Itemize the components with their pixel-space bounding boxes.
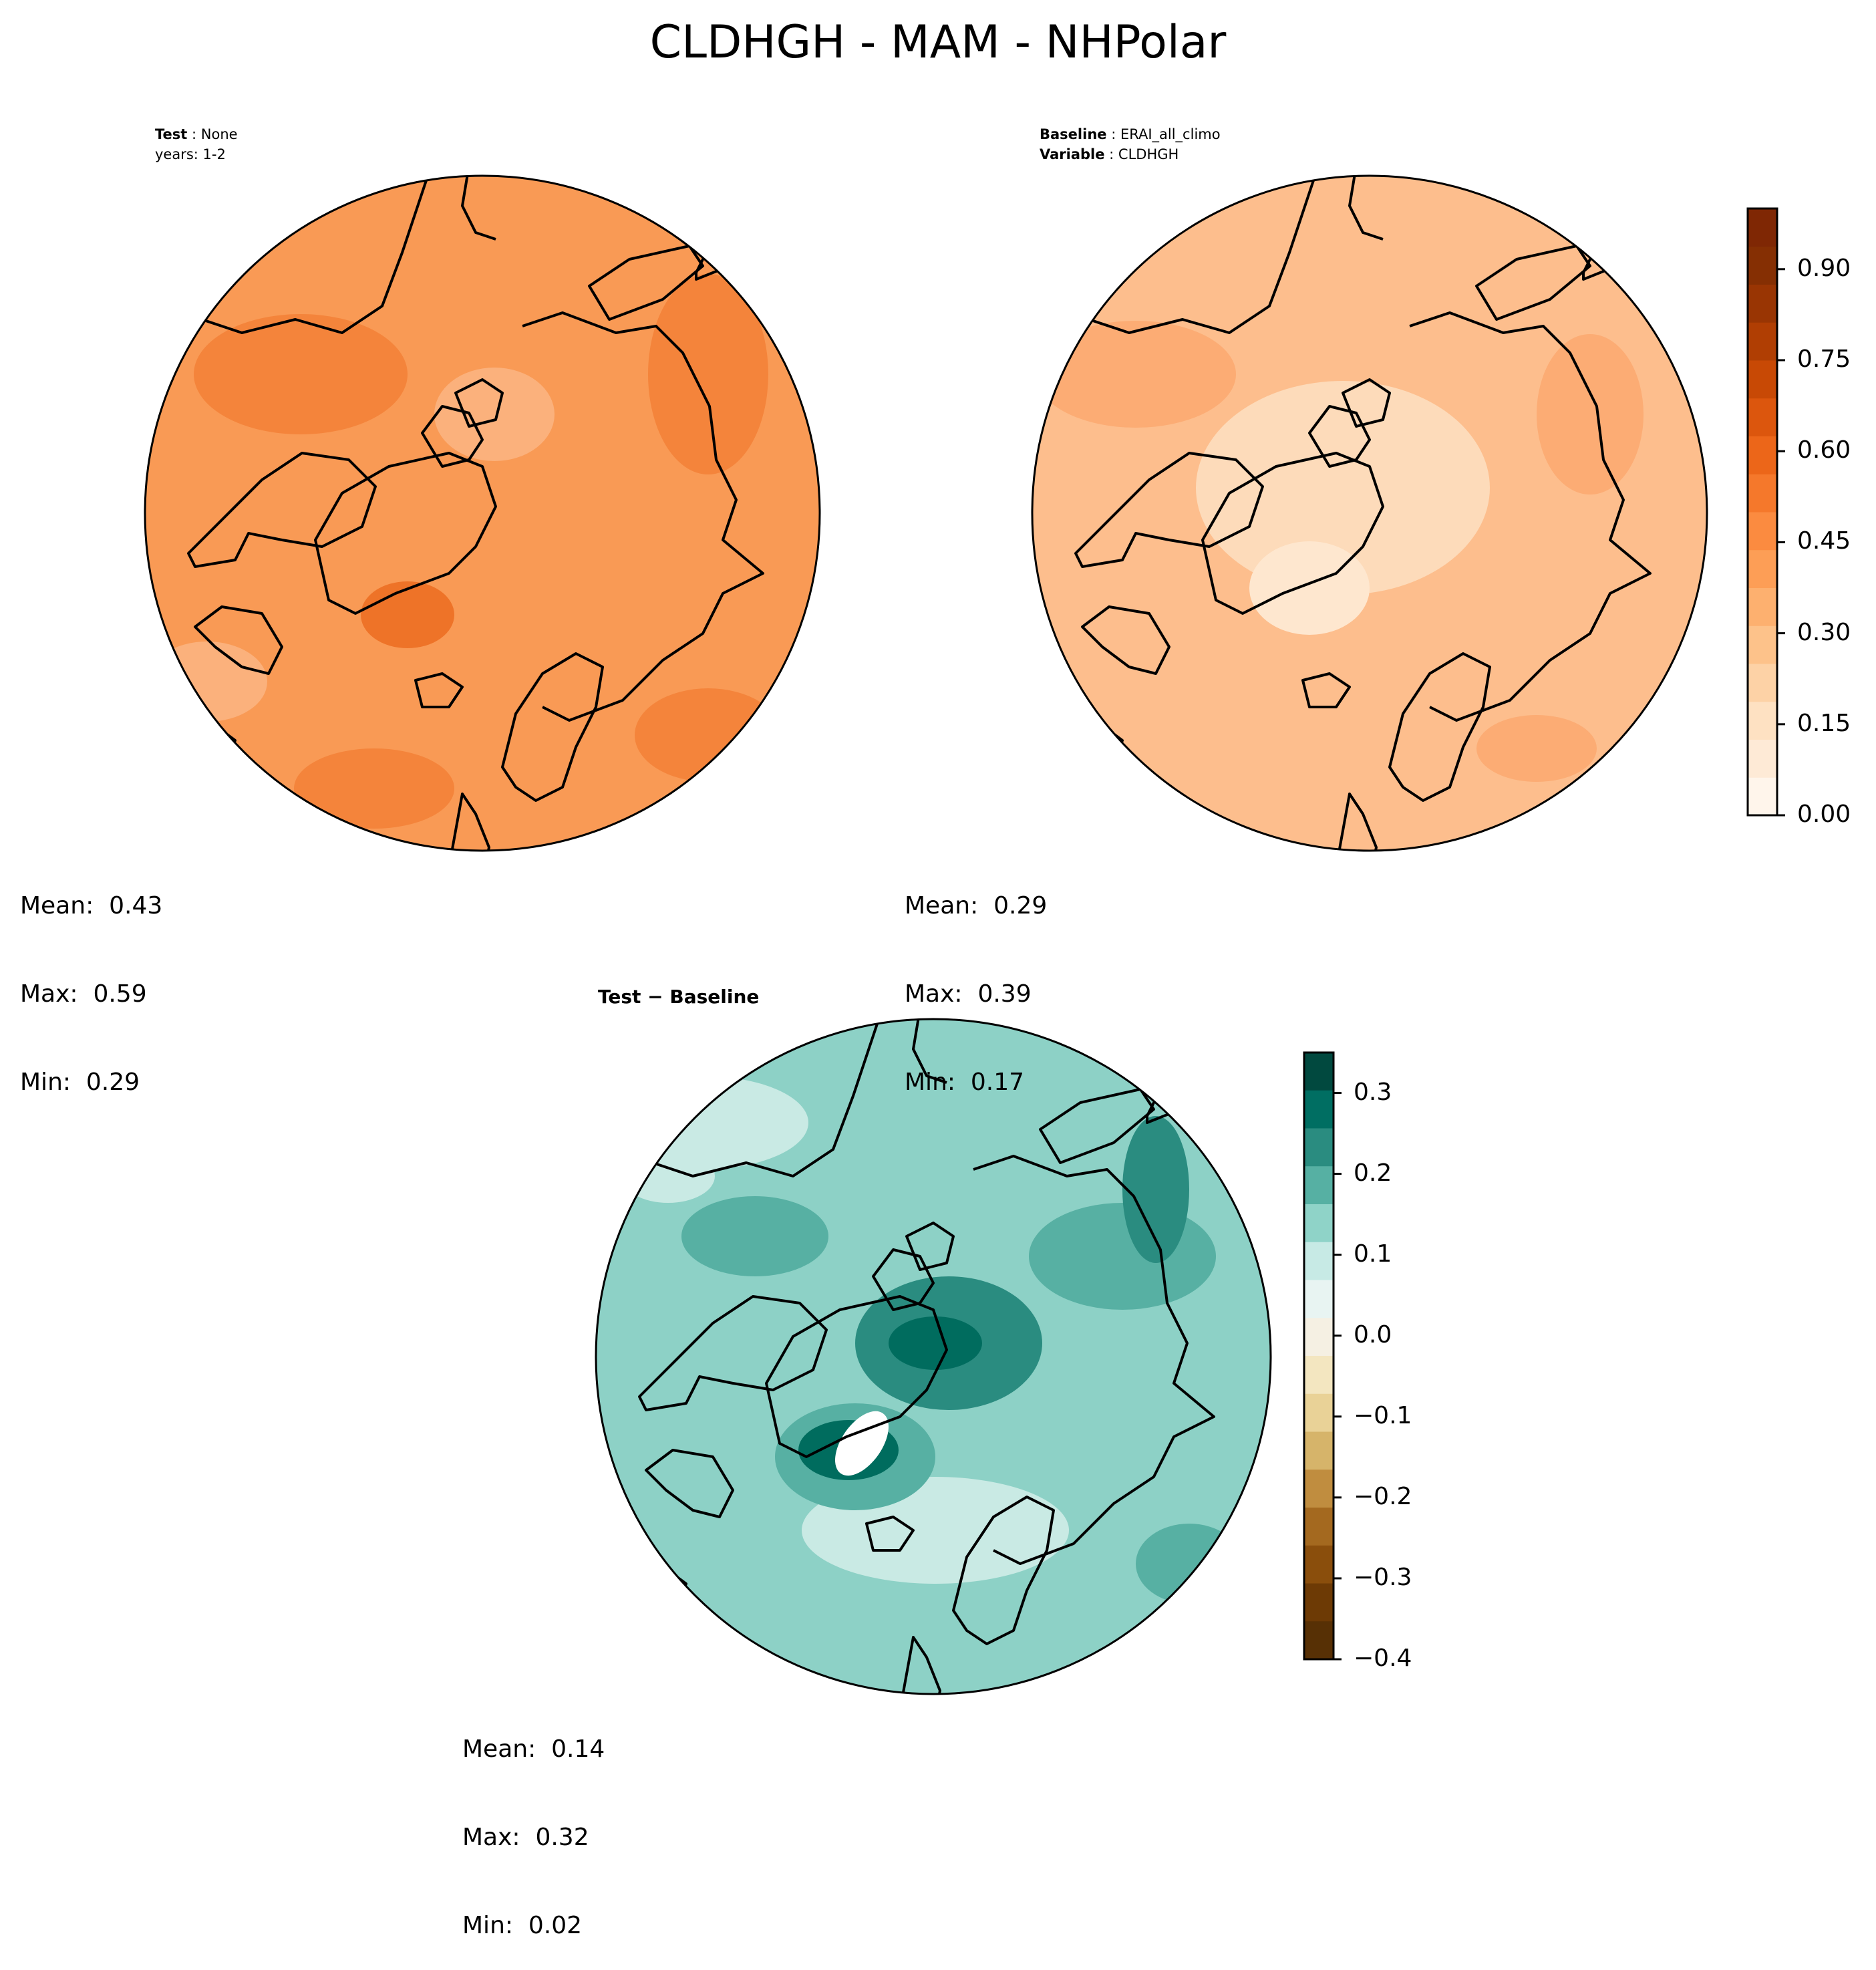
- colorbar-swatch: [1748, 587, 1777, 626]
- baseline-map: [1031, 174, 1708, 852]
- colorbar-swatch: [1748, 398, 1777, 436]
- diff-patch: [596, 1076, 808, 1169]
- test-mean: Mean: 0.43: [20, 892, 163, 920]
- test-patch: [635, 688, 782, 782]
- colorbar-swatch: [1304, 1621, 1334, 1660]
- baseline-patch: [1476, 715, 1597, 782]
- colorbar-swatch: [1748, 549, 1777, 588]
- colorbar-diff-tick-label: −0.2: [1354, 1482, 1412, 1510]
- baseline-metadata: Baseline : ERAI_all_climo Variable : CLD…: [1040, 126, 1221, 162]
- variable-value: CLDHGH: [1118, 146, 1179, 162]
- colorbar-diff-tick-label: 0.0: [1354, 1320, 1392, 1349]
- colorbar-swatch: [1748, 474, 1777, 513]
- test-label: Test: [155, 126, 188, 142]
- colorbar-swatch: [1748, 664, 1777, 702]
- maps-canvas: [144, 174, 1785, 1695]
- variable-label: Variable: [1040, 146, 1105, 162]
- colorbar-swatch: [1304, 1090, 1334, 1129]
- colorbar-swatch: [1304, 1318, 1334, 1357]
- baseline-map-border: [1031, 174, 1708, 852]
- colorbar-swatch: [1304, 1583, 1334, 1622]
- baseline-patch: [1537, 334, 1644, 495]
- colorbar-swatch: [1304, 1166, 1334, 1205]
- colorbar-swatch: [1304, 1393, 1334, 1432]
- test-value: None: [200, 126, 238, 142]
- colorbar-diff: [1304, 1052, 1342, 1661]
- test-patch: [648, 274, 768, 474]
- colorbar-diff-frame: [1303, 1051, 1335, 1661]
- test-stats: Mean: 0.43 Max: 0.59 Min: 0.29: [20, 833, 162, 1127]
- test-metadata: Test : None years: 1-2: [155, 124, 238, 164]
- colorbar-swatch: [1748, 322, 1777, 361]
- test-years: years: 1-2: [155, 146, 226, 162]
- diff-patch: [1029, 1203, 1216, 1310]
- colorbar-swatch: [1748, 360, 1777, 399]
- colorbar-swatch: [1304, 1204, 1334, 1243]
- colorbar-diff-tick-label: −0.4: [1354, 1645, 1412, 1672]
- test-patch: [361, 581, 454, 648]
- diff-patch: [1136, 1524, 1243, 1604]
- colorbar-swatch: [1304, 1280, 1334, 1318]
- colorbar-swatch: [1304, 1356, 1334, 1395]
- colorbar-swatch: [1748, 436, 1777, 474]
- test-map-border: [144, 174, 821, 852]
- baseline-patch: [1249, 541, 1370, 635]
- diff-patch: [889, 1316, 982, 1370]
- colorbar-swatch: [1748, 625, 1777, 664]
- diff-patch: [1122, 1116, 1189, 1263]
- diff-max: Max: 0.32: [462, 1824, 589, 1851]
- colorbar-top-tick-label: 0.00: [1797, 801, 1851, 828]
- baseline-max: Max: 0.39: [905, 980, 1032, 1008]
- colorbar-swatch: [1748, 512, 1777, 551]
- test-patch: [294, 748, 454, 829]
- colorbar-top-tick-label: 0.90: [1797, 254, 1851, 282]
- colorbar-top: [1748, 208, 1785, 817]
- colorbar-swatch: [1748, 284, 1777, 323]
- diff-mean: Mean: 0.14: [462, 1735, 605, 1763]
- colorbar-top-tick-label: 0.75: [1797, 345, 1851, 373]
- colorbar-top-tick-label: 0.30: [1797, 618, 1851, 646]
- test-patch: [194, 314, 408, 434]
- diff-patch: [681, 1196, 828, 1276]
- diff-min: Min: 0.02: [462, 1912, 583, 1939]
- baseline-min: Min: 0.17: [905, 1069, 1025, 1096]
- test-max: Max: 0.59: [20, 980, 147, 1008]
- diff-stats: Mean: 0.14 Max: 0.32 Min: 0.02: [462, 1676, 605, 1970]
- colorbar-swatch: [1304, 1508, 1334, 1546]
- colorbar-swatch: [1748, 208, 1777, 247]
- colorbar-diff-tick-label: 0.3: [1354, 1078, 1392, 1106]
- baseline-mean: Mean: 0.29: [905, 892, 1048, 920]
- colorbar-diff-tick-label: 0.1: [1354, 1240, 1392, 1268]
- colorbar-swatch: [1748, 246, 1777, 285]
- colorbar-top-tick-label: 0.45: [1797, 527, 1851, 555]
- test-patch: [434, 368, 555, 461]
- colorbar-swatch: [1748, 777, 1777, 816]
- colorbar-swatch: [1304, 1128, 1334, 1167]
- colorbar-swatch: [1748, 739, 1777, 778]
- colorbar-top-tick-label: 0.15: [1797, 709, 1851, 737]
- baseline-label: Baseline: [1040, 126, 1107, 142]
- diff-metadata: Test − Baseline: [598, 986, 760, 1008]
- colorbar-swatch: [1304, 1242, 1334, 1280]
- colorbar-top-tick-label: 0.60: [1797, 436, 1851, 464]
- test-min: Min: 0.29: [20, 1069, 140, 1096]
- baseline-value: ERAI_all_climo: [1120, 126, 1221, 142]
- test-map: [144, 174, 821, 852]
- colorbar-diff-tick-label: 0.2: [1354, 1159, 1392, 1187]
- diff-patch: [621, 1149, 715, 1203]
- colorbar-swatch: [1304, 1431, 1334, 1470]
- colorbar-diff-tick-label: −0.1: [1354, 1401, 1412, 1429]
- diff-map-border: [595, 1018, 1272, 1695]
- colorbar-top-frame: [1746, 207, 1778, 817]
- colorbar-swatch: [1304, 1469, 1334, 1508]
- baseline-stats: Mean: 0.29 Max: 0.39 Min: 0.17: [905, 833, 1047, 1127]
- figure-title: CLDHGH - MAM - NHPolar: [649, 16, 1227, 69]
- colorbar-diff-tick-label: −0.3: [1354, 1563, 1412, 1591]
- baseline-patch: [1196, 381, 1490, 595]
- colorbar-swatch: [1304, 1545, 1334, 1584]
- baseline-patch: [1036, 321, 1236, 428]
- colorbar-swatch: [1748, 701, 1777, 740]
- colorbar-swatch: [1304, 1052, 1334, 1091]
